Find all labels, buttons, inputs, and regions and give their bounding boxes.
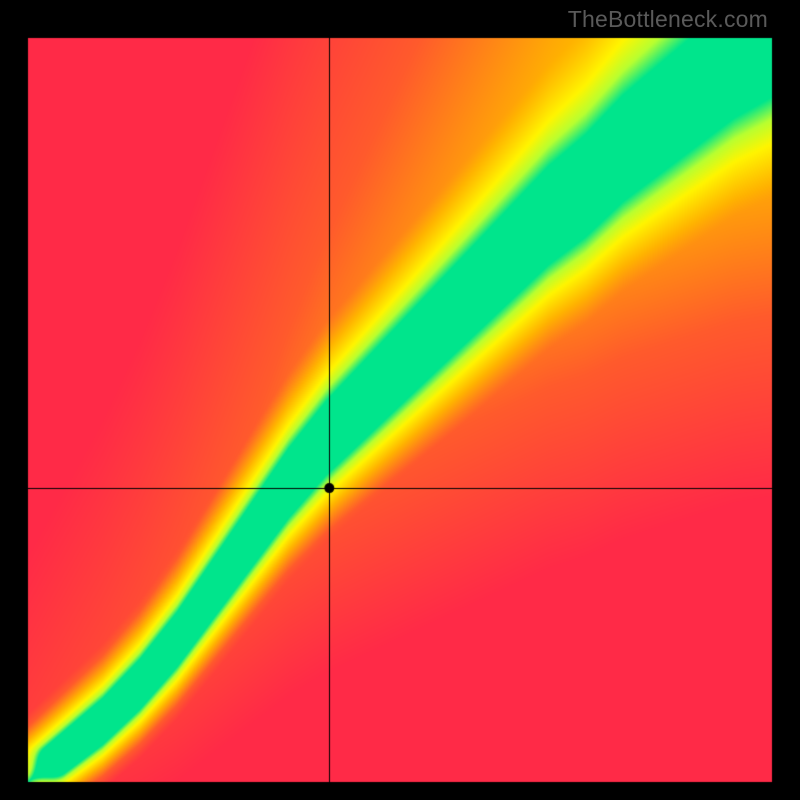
chart-container: TheBottleneck.com (0, 0, 800, 800)
watermark-text: TheBottleneck.com (568, 6, 768, 33)
bottleneck-heatmap (0, 0, 800, 800)
